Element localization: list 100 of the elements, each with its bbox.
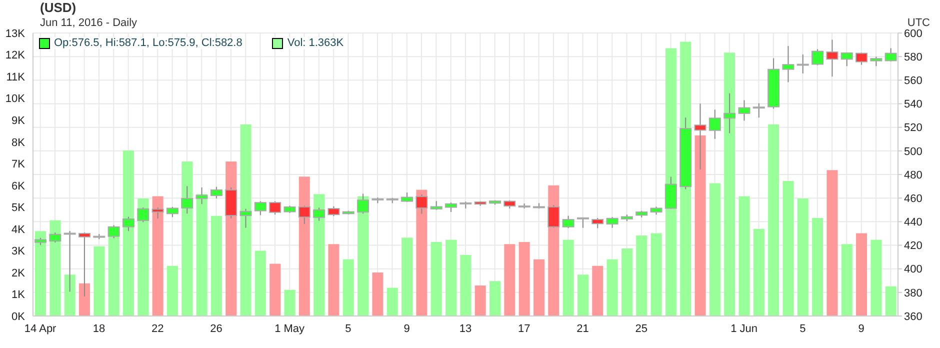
- bar: [753, 228, 764, 316]
- bar: [314, 194, 325, 316]
- bar: [430, 242, 442, 316]
- legend-label: Vol: 1.363K: [287, 37, 344, 49]
- candlestick: [137, 207, 150, 223]
- y-tick-label: 10K: [5, 93, 26, 106]
- bar: [402, 238, 413, 316]
- candlestick: [562, 215, 574, 229]
- candlestick: [856, 52, 868, 66]
- bar: [342, 259, 354, 316]
- y-tick-label: 2K: [12, 267, 26, 280]
- candlestick: [122, 216, 134, 232]
- candlestick: [328, 206, 340, 217]
- bar: [64, 274, 76, 316]
- y-tick-label: 0K: [12, 310, 26, 323]
- bar: [768, 124, 780, 316]
- bar: [885, 286, 896, 316]
- candlestick: [724, 92, 736, 134]
- bar: [489, 281, 500, 316]
- candlestick: [548, 204, 560, 228]
- x-tick-label: 13: [459, 322, 472, 335]
- candlestick: [269, 200, 282, 216]
- bar: [592, 266, 604, 316]
- bar: [152, 196, 164, 316]
- y2-tick-label: 540: [904, 98, 922, 111]
- bar: [724, 52, 736, 316]
- y-tick-label: 7K: [12, 158, 26, 171]
- x-tick-label: 17: [518, 322, 530, 335]
- bar: [122, 150, 134, 316]
- candlestick: [606, 216, 618, 228]
- y2-tick-label: 420: [904, 240, 922, 252]
- y-tick-label: 4K: [12, 224, 26, 236]
- y-tick-label: 12K: [5, 50, 26, 62]
- bar: [577, 274, 588, 316]
- candlestick: [664, 176, 677, 210]
- bar: [797, 198, 808, 316]
- bar: [474, 286, 486, 316]
- candlestick: [357, 193, 370, 214]
- y-tick-label: 8K: [12, 136, 26, 149]
- y-tick-label: 9K: [12, 114, 26, 127]
- candlestick: [592, 218, 604, 229]
- y2-tick-label: 480: [904, 169, 922, 182]
- x-tick-label: 1 May: [274, 322, 306, 335]
- bar: [694, 135, 706, 316]
- y2-tick-label: 380: [904, 287, 922, 300]
- bar: [254, 250, 266, 316]
- bar: [35, 231, 46, 316]
- bar: [386, 288, 398, 316]
- y-tick-label: 5K: [12, 202, 26, 214]
- y2-tick-label: 560: [904, 75, 922, 88]
- y-tick-label: 3K: [12, 246, 26, 258]
- candlestick: [416, 194, 428, 214]
- candlestick: [738, 100, 750, 122]
- candlestick: [254, 200, 266, 216]
- candlestick: [166, 206, 178, 218]
- candlestick: [782, 45, 794, 83]
- bar: [856, 233, 868, 316]
- candlestick: [870, 56, 882, 67]
- bar: [650, 233, 662, 316]
- x-tick-label: 26: [210, 322, 222, 335]
- text: UTC: [907, 17, 930, 29]
- bar: [504, 244, 516, 316]
- candlestick: [108, 224, 120, 239]
- bar: [812, 218, 824, 316]
- y2-tick-label: 360: [904, 310, 922, 323]
- bar: [841, 244, 852, 316]
- x-tick-label: 9: [404, 322, 410, 335]
- bar: [372, 272, 384, 316]
- bar: [460, 255, 472, 316]
- bar: [562, 240, 574, 316]
- candlestick: [196, 186, 208, 205]
- y2-tick-label: 500: [904, 146, 922, 158]
- bar: [210, 216, 222, 316]
- x-tick-label: 1 Jun: [730, 322, 758, 335]
- bar: [166, 266, 178, 316]
- y-tick-label: 13K: [5, 28, 26, 40]
- chart-subtitle: Jun 11, 2016 - Daily: [40, 17, 138, 29]
- bar: [533, 259, 544, 316]
- x-tick-label: 22: [151, 322, 164, 335]
- y2-tick-label: 600: [904, 28, 922, 40]
- bar: [284, 290, 296, 316]
- bar: [50, 220, 61, 316]
- bar: [709, 183, 720, 316]
- candlestick: [152, 207, 164, 220]
- y2-tick-label: 520: [904, 122, 922, 134]
- candlestick: [812, 48, 824, 66]
- y2-tick-label: 460: [904, 192, 922, 205]
- bar: [621, 248, 632, 316]
- legend-label: Op:576.5, Hi:587.1, Lo:575.9, Cl:582.8: [54, 37, 242, 49]
- candlestick: [884, 48, 897, 62]
- x-tick-label: 18: [92, 322, 106, 335]
- bar: [606, 259, 618, 316]
- bar: [738, 196, 750, 316]
- candlestick: [840, 52, 853, 67]
- bar: [298, 176, 310, 316]
- y-tick-label: 11K: [6, 71, 26, 84]
- x-tick-label: 9: [858, 322, 864, 335]
- candlestick: [826, 39, 838, 78]
- candlestick: [752, 102, 765, 118]
- x-tick-label: 14 Apr: [24, 322, 57, 335]
